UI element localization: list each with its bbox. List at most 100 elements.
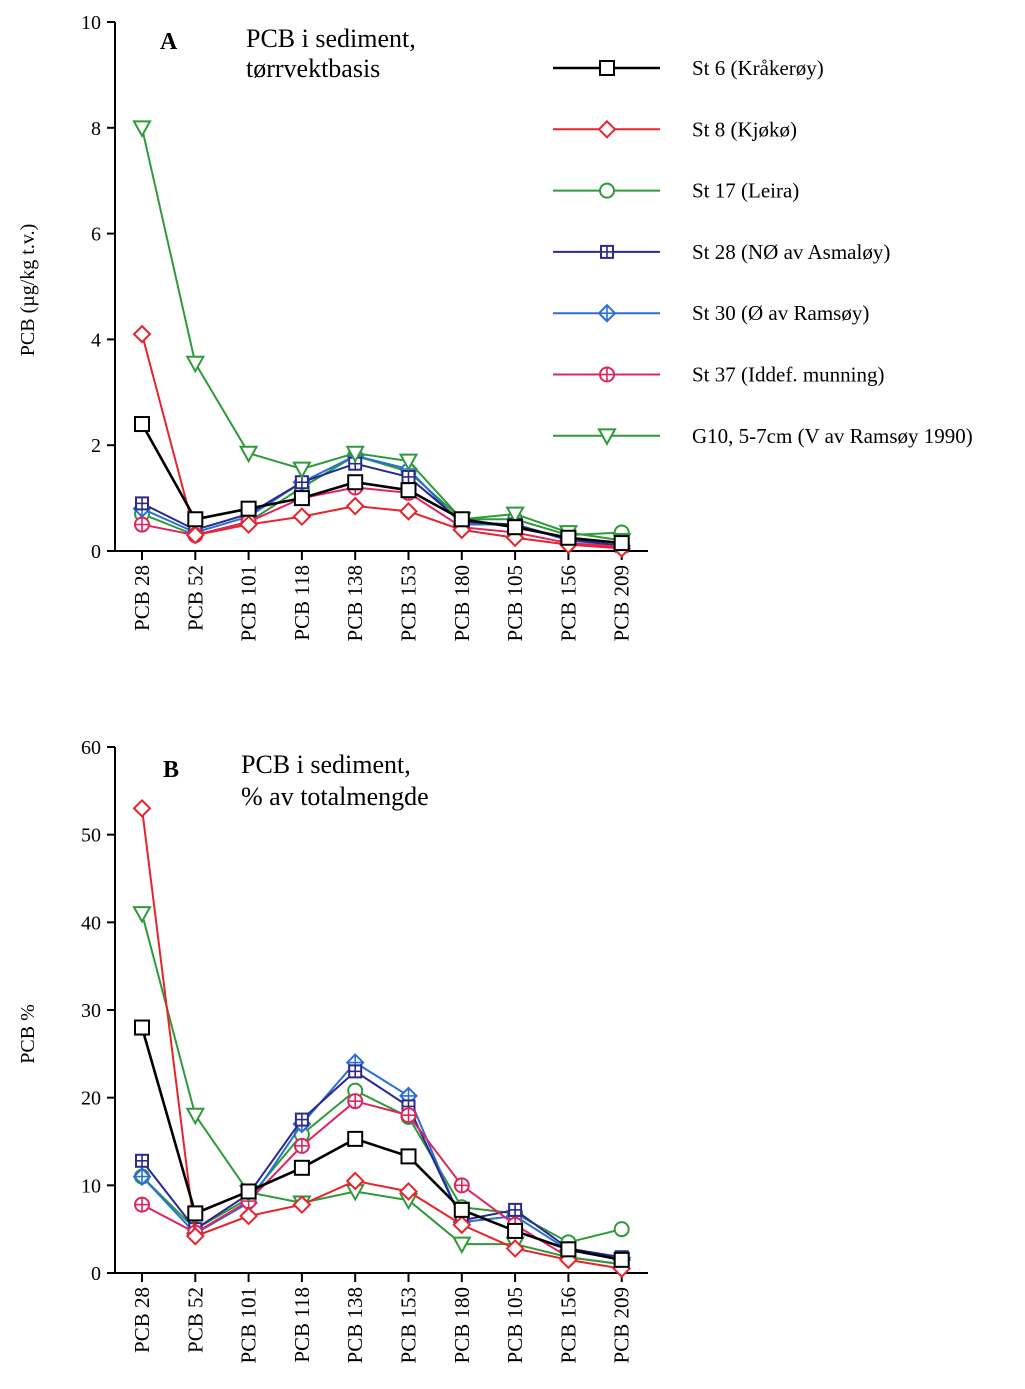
- series-g10-5-7cm-v-av-rams-y-1990: [132, 120, 632, 551]
- panel-a-y-axis-label: PCB (µg/kg t.v.): [17, 224, 39, 356]
- data-point: [452, 1236, 472, 1255]
- data-point: [398, 453, 419, 472]
- panel-a-x-ticks: PCB 28 PCB 52 PCB 101 PCB 118 PCB 138 PCB 153…: [130, 551, 634, 641]
- data-point: [508, 1202, 523, 1217]
- x-tick-label: PCB 101: [237, 1287, 261, 1363]
- series-line: [141, 486, 622, 548]
- legend-entry-st-28-n-av-asmal-y: St 28 (NØ av Asmaløy): [553, 240, 890, 264]
- y-tick-label: 40: [81, 912, 101, 934]
- data-point: [134, 416, 150, 433]
- data-point: [293, 1159, 310, 1176]
- series-line: [140, 1027, 622, 1262]
- data-point: [292, 461, 312, 480]
- data-point: [185, 525, 205, 545]
- data-point: [505, 1239, 525, 1258]
- y-tick-label: 10: [81, 12, 101, 34]
- data-point: [505, 506, 525, 525]
- legend-label: St 8 (Kjøkø): [692, 117, 797, 141]
- data-point: [239, 1206, 259, 1226]
- panel-a-letter: A: [160, 29, 178, 55]
- data-point: [613, 535, 630, 552]
- legend-label: G10, 5-7cm (V av Ramsøy 1990): [692, 424, 973, 448]
- legend-marker: [599, 366, 615, 383]
- data-point: [453, 511, 470, 528]
- panel-a: A PCB i sediment, tørrvektbasis PCB (µg/…: [17, 12, 648, 641]
- x-tick-label: PCB 180: [450, 1287, 474, 1363]
- legend-entry-st-37-iddef-munning: St 37 (Iddef. munning): [553, 363, 884, 387]
- panel-b-y-ticks: 0 10 20 30 40 50 60: [81, 737, 115, 1285]
- data-point: [132, 798, 152, 818]
- data-point: [185, 1226, 205, 1246]
- y-tick-label: 0: [91, 541, 101, 563]
- panel-b-x-ticks: PCB 28 PCB 52 PCB 101 PCB 118 PCB 138 PCB 153…: [130, 1273, 634, 1363]
- x-tick-label: PCB 105: [503, 565, 527, 641]
- x-tick-label: PCB 105: [503, 1287, 527, 1363]
- data-point: [132, 1167, 152, 1186]
- data-point: [613, 1251, 630, 1268]
- series-st-28-n-av-asmal-y: [135, 456, 629, 553]
- data-point: [132, 324, 152, 344]
- panel-b-y-axis-label: PCB %: [17, 1004, 39, 1063]
- panel-a-title-line1: PCB i sediment,: [246, 24, 416, 53]
- data-point: [560, 529, 577, 546]
- y-tick-label: 30: [81, 1000, 101, 1022]
- data-point: [238, 445, 259, 464]
- data-point: [507, 1222, 524, 1239]
- series-line: [141, 1061, 622, 1261]
- data-point: [399, 1182, 418, 1201]
- x-tick-label: PCB 118: [290, 565, 314, 641]
- series-st-8-kj-k: [132, 324, 632, 558]
- data-point: [135, 1153, 149, 1168]
- legend-label: St 17 (Leira): [692, 179, 799, 203]
- data-point: [239, 515, 259, 534]
- data-point: [293, 1137, 310, 1154]
- y-tick-label: 4: [91, 329, 101, 351]
- data-point: [560, 1241, 577, 1258]
- data-point: [132, 120, 152, 138]
- series-line: [141, 808, 622, 1270]
- x-tick-label: PCB 209: [610, 1287, 634, 1363]
- y-tick-label: 6: [91, 224, 101, 246]
- data-point: [453, 1201, 470, 1218]
- series-st-8-kj-k: [132, 798, 632, 1279]
- data-point: [185, 355, 205, 374]
- data-point: [187, 511, 204, 528]
- panel-a-title-line2: tørrvektbasis: [246, 54, 380, 83]
- panel-b: B PCB i sediment, % av totalmengde PCB %…: [17, 737, 648, 1363]
- y-tick-label: 50: [81, 825, 101, 847]
- legend-label: St 28 (NØ av Asmaløy): [692, 240, 890, 264]
- y-tick-label: 20: [81, 1088, 101, 1110]
- data-point: [452, 1215, 472, 1235]
- legend-entry-st-30-av-rams-y: St 30 (Ø av Ramsøy): [553, 301, 869, 325]
- data-point: [400, 482, 417, 499]
- data-point: [240, 1183, 257, 1200]
- series-line: [141, 1100, 622, 1266]
- series-line: [141, 913, 622, 1266]
- data-point: [345, 445, 365, 464]
- data-point: [400, 1107, 417, 1124]
- x-tick-label: PCB 153: [397, 1287, 421, 1363]
- x-tick-label: PCB 28: [130, 1287, 154, 1353]
- legend-entry-st-8-kj-k: St 8 (Kjøkø): [553, 117, 797, 141]
- y-tick-label: 10: [81, 1175, 101, 1197]
- legend-marker: [600, 244, 614, 259]
- data-point: [347, 474, 364, 491]
- data-point: [400, 1148, 417, 1165]
- x-tick-label: PCB 153: [397, 565, 421, 641]
- data-point: [240, 500, 257, 517]
- series-line: [141, 127, 622, 542]
- data-point: [507, 519, 524, 536]
- data-point: [185, 1107, 205, 1126]
- legend-marker: [597, 303, 617, 323]
- x-tick-label: PCB 138: [343, 565, 367, 641]
- y-tick-label: 2: [91, 435, 101, 457]
- panel-a-series: [132, 120, 632, 558]
- data-point: [294, 1112, 309, 1127]
- data-point: [345, 1171, 365, 1191]
- series-line: [140, 423, 622, 545]
- panel-b-series: [132, 798, 632, 1279]
- legend-entry-st-6-kr-ker-y: St 6 (Kråkerøy): [553, 56, 824, 80]
- y-tick-label: 60: [81, 737, 101, 759]
- legend-label: St 37 (Iddef. munning): [692, 363, 884, 387]
- data-point: [134, 1019, 150, 1036]
